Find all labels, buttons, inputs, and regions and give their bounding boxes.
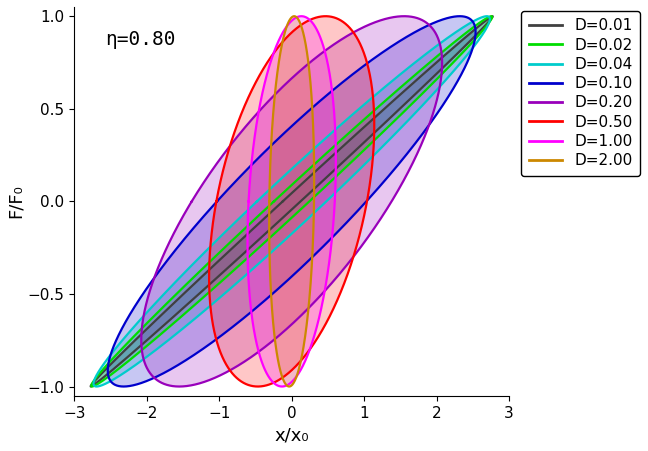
Polygon shape xyxy=(248,16,336,387)
Polygon shape xyxy=(91,16,492,387)
Polygon shape xyxy=(108,16,476,387)
Polygon shape xyxy=(209,16,375,387)
Polygon shape xyxy=(91,16,492,387)
Y-axis label: F/F₀: F/F₀ xyxy=(7,184,25,218)
Legend: D=0.01, D=0.02, D=0.04, D=0.10, D=0.20, D=0.50, D=1.00, D=2.00: D=0.01, D=0.02, D=0.04, D=0.10, D=0.20, … xyxy=(521,11,640,176)
Polygon shape xyxy=(269,16,314,387)
X-axis label: x/x₀: x/x₀ xyxy=(274,426,309,444)
Text: η=0.80: η=0.80 xyxy=(105,30,175,49)
Polygon shape xyxy=(141,16,442,387)
Polygon shape xyxy=(93,16,490,387)
